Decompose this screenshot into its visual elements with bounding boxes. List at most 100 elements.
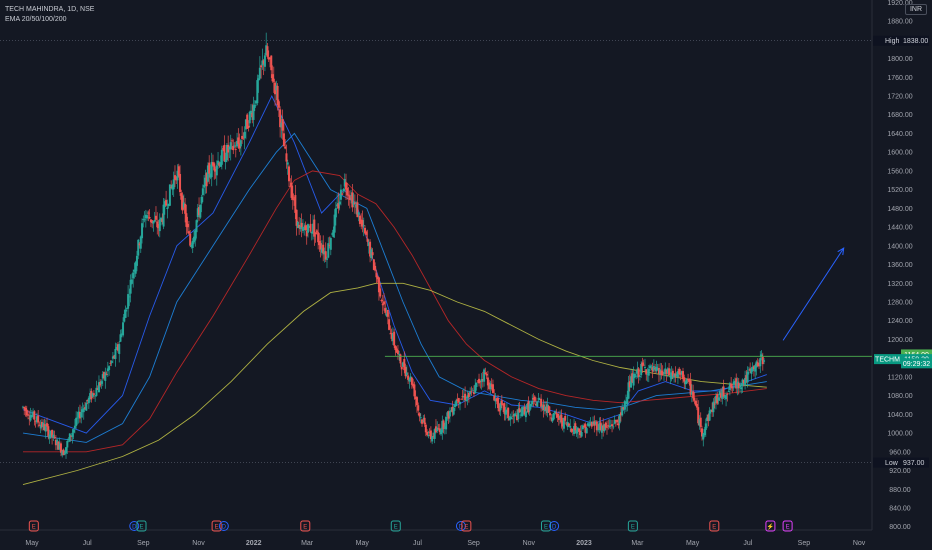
candle-body (329, 238, 332, 250)
candle-body (457, 398, 460, 403)
candle-body (284, 146, 287, 149)
candle-body (635, 375, 638, 377)
candle-body (585, 428, 588, 434)
earnings-marker[interactable] (540, 520, 551, 532)
earnings-marker[interactable] (461, 520, 472, 532)
candle-body (654, 368, 657, 369)
candle-body (751, 366, 754, 371)
candle-body (747, 369, 750, 371)
y-tick-label: 1480.00 (887, 206, 912, 213)
candle-body (412, 383, 415, 387)
candle-body (114, 348, 117, 359)
x-tick-label: Mar (301, 540, 314, 547)
candle-body (184, 203, 187, 214)
candle-body (125, 308, 128, 309)
candle-body (287, 166, 290, 182)
candle-body (255, 100, 258, 104)
candle-body (396, 350, 399, 355)
currency-badge[interactable]: INR (904, 4, 927, 15)
candle-body (453, 404, 456, 408)
candle-body (113, 355, 116, 359)
candle-body (246, 114, 249, 129)
candle-body (661, 371, 664, 375)
candle-body (550, 417, 553, 419)
dividend-marker[interactable] (218, 521, 229, 531)
candle-body (533, 396, 536, 401)
candle-body (692, 391, 695, 399)
candle-body (584, 424, 587, 433)
candle-body (689, 380, 692, 395)
earnings-marker[interactable] (211, 520, 222, 532)
candle-body (124, 309, 127, 318)
candle-body (190, 244, 193, 247)
candle-body (296, 221, 299, 229)
candle-body (413, 384, 416, 397)
candle-body (27, 414, 30, 416)
trend-arrow-shaft[interactable] (782, 247, 845, 341)
candle-body (68, 433, 71, 442)
candle-body (684, 381, 687, 385)
candle-body (116, 344, 119, 351)
candle-body (623, 401, 626, 410)
candle-body (609, 425, 612, 427)
dividend-marker[interactable] (455, 521, 466, 531)
earnings-marker[interactable] (136, 520, 147, 532)
candle-body (617, 423, 620, 426)
candle-body (431, 436, 434, 442)
candle-body (364, 227, 367, 234)
candle-body (542, 404, 545, 410)
candle-body (631, 373, 634, 383)
candle-body (622, 407, 625, 410)
candle-body (507, 407, 510, 419)
candle-body (399, 354, 402, 364)
candle-body (108, 366, 111, 370)
candle-body (367, 242, 370, 246)
candle-body (25, 409, 28, 416)
dividend-marker[interactable] (549, 521, 560, 531)
candle-body (256, 80, 259, 104)
candle-body (355, 204, 358, 208)
candle-body (310, 231, 313, 234)
dividend-marker[interactable] (129, 521, 140, 531)
candle-body (167, 203, 170, 207)
candle-body (43, 424, 46, 431)
candle-body (146, 215, 149, 219)
earnings-marker-label: E (303, 525, 307, 531)
candle-body (265, 45, 268, 56)
candle-body (518, 408, 521, 413)
candle-body (173, 175, 176, 180)
earnings-marker[interactable] (390, 520, 401, 532)
y-tick-label: 1760.00 (887, 75, 912, 82)
candle-body (461, 396, 464, 398)
candle-body (32, 411, 35, 418)
candle-body (201, 188, 204, 195)
candle-body (371, 252, 374, 256)
candle-body (37, 415, 40, 423)
candle-body (152, 220, 155, 224)
earnings-marker[interactable] (627, 520, 638, 532)
candle-body (289, 185, 292, 187)
candle-body (730, 383, 733, 388)
earnings-marker[interactable] (765, 520, 776, 532)
candle-body (630, 376, 633, 388)
earnings-marker[interactable] (782, 520, 793, 532)
candle-body (756, 362, 759, 367)
symbol-title[interactable]: TECH MAHINDRA, 1D, NSE (5, 6, 95, 13)
indicator-label[interactable]: EMA 20/50/100/200 (5, 16, 67, 23)
candle-body (643, 367, 646, 368)
candle-body (455, 400, 458, 407)
candle-body (315, 230, 318, 233)
candle-body (636, 368, 639, 374)
candle-body (433, 429, 436, 439)
earnings-marker[interactable] (300, 520, 311, 532)
candle-body (389, 333, 392, 335)
earnings-marker[interactable] (28, 520, 39, 532)
candle-body (728, 383, 731, 390)
candle-body (649, 365, 652, 369)
candle-body (104, 372, 107, 381)
x-tick-label: 2022 (246, 540, 262, 547)
candle-body (410, 377, 413, 385)
earnings-marker[interactable] (709, 520, 720, 532)
candle-body (71, 432, 74, 437)
